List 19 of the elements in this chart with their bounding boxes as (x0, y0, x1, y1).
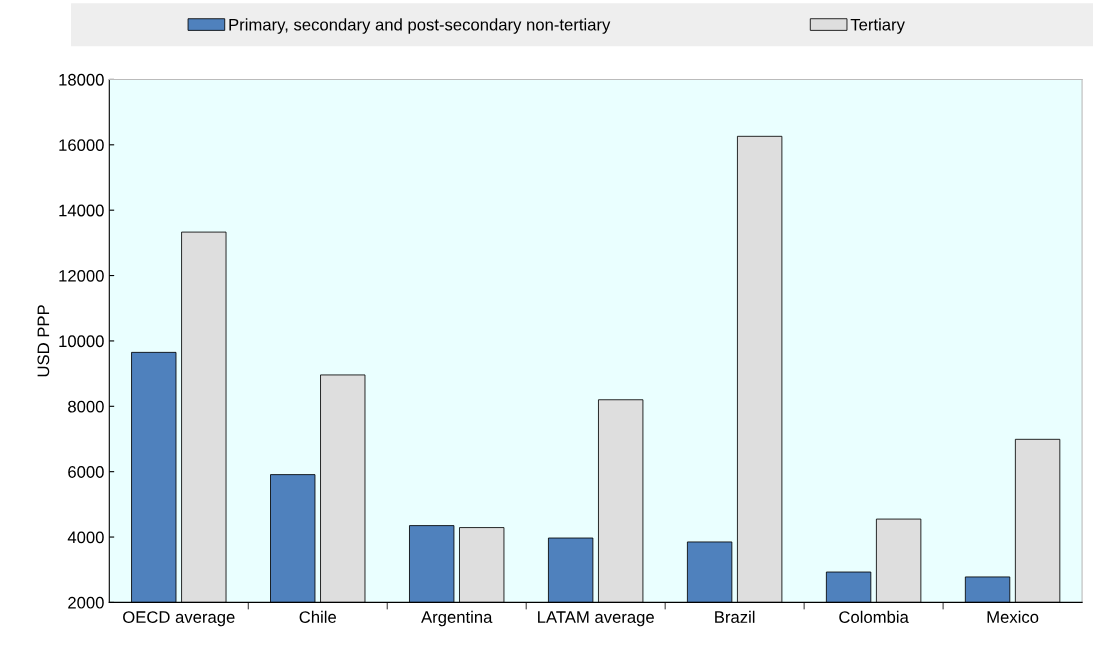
y-tick-label: 8000 (68, 400, 104, 413)
x-tick-label: Colombia (839, 610, 909, 623)
x-tick-label: Chile (299, 610, 336, 623)
y-tick-label: 10000 (59, 335, 104, 348)
y-tick-label: 6000 (68, 466, 104, 478)
x-tick-label: OECD average (123, 611, 235, 627)
y-tick-label: 18000 (59, 73, 104, 86)
y-tick-label: 2000 (68, 596, 104, 609)
x-tick-label: Brazil (715, 610, 755, 623)
y-axis-title: USD PPP (37, 305, 50, 377)
x-tick-label: Mexico (987, 610, 1039, 623)
y-tick-label: 4000 (67, 531, 104, 544)
y-tick-label: 12000 (59, 269, 104, 282)
y-tick-label: 14000 (59, 204, 104, 217)
legend-label: Tertiary (850, 18, 905, 34)
y-tick-label: 16000 (59, 139, 104, 152)
x-tick-label: Argentina (421, 610, 493, 627)
legend-label: Primary, secondary and post-secondary non-tertiary (229, 18, 611, 34)
x-tick-label: LATAM average (538, 611, 654, 627)
